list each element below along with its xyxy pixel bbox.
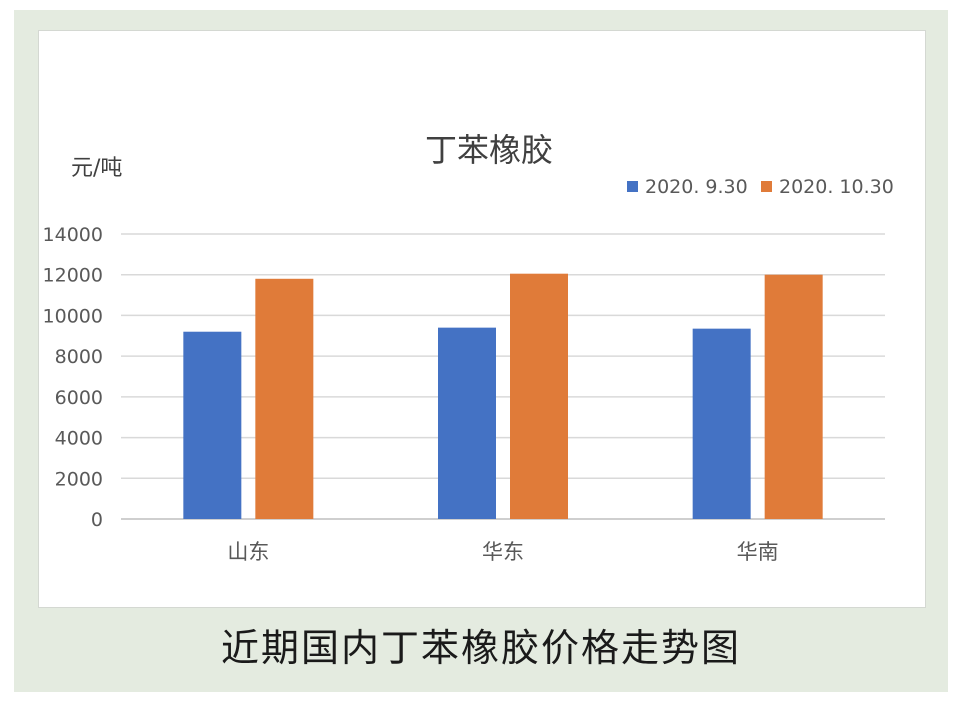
x-tick-label: 山东	[227, 540, 269, 564]
y-tick-label: 6000	[55, 387, 103, 409]
bar	[510, 273, 568, 519]
bar	[438, 327, 496, 519]
legend-swatch	[761, 181, 772, 192]
y-tick-label: 8000	[55, 346, 103, 368]
bar	[255, 278, 314, 519]
bars	[183, 273, 823, 519]
x-tick-labels: 山东 华东 华南	[227, 540, 778, 564]
legend: 2020. 9.30 2020. 10.30	[627, 176, 894, 198]
bar	[764, 274, 823, 519]
legend-swatch	[627, 181, 638, 192]
figure-caption: 近期国内丁苯橡胶价格走势图	[220, 626, 741, 670]
y-tick-label: 14000	[43, 224, 103, 246]
legend-label: 2020. 9.30	[645, 176, 748, 198]
chart-title: 丁苯橡胶	[425, 131, 553, 169]
legend-label: 2020. 10.30	[779, 176, 894, 198]
y-tick-label: 0	[91, 509, 103, 531]
bar-chart: 丁苯橡胶 元/吨 0 2000 4000 6000 8000 10000 12000 1400…	[43, 131, 894, 564]
bar	[692, 328, 751, 519]
x-tick-label: 华南	[737, 540, 779, 564]
y-tick-label: 4000	[55, 428, 103, 450]
y-tick-labels: 0 2000 4000 6000 8000 10000 12000 14000	[43, 224, 103, 531]
gridlines	[121, 233, 885, 520]
y-tick-label: 12000	[43, 265, 103, 287]
y-axis-label: 元/吨	[71, 156, 122, 181]
chart-panel: 丁苯橡胶 元/吨 0 2000 4000 6000 8000 10000 12000 1400…	[38, 30, 926, 608]
y-tick-label: 10000	[43, 305, 103, 327]
y-tick-label: 2000	[55, 468, 103, 490]
x-tick-label: 华东	[482, 540, 524, 564]
bar	[183, 331, 242, 519]
